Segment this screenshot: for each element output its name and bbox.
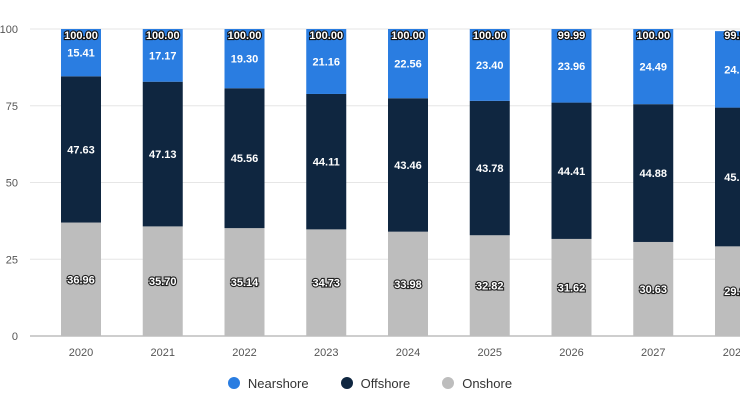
bar-nearshore-2023[interactable] [306,29,347,94]
bar-nearshore-2020[interactable] [61,29,101,77]
data-label-offshore: 45.2 [724,172,740,184]
data-label-total: 100.00 [64,30,98,42]
data-label-offshore: 44.11 [313,157,340,169]
data-label-total: 100.00 [309,30,343,42]
x-tick-label: 2026 [559,347,583,359]
data-label-offshore: 47.63 [67,144,95,156]
bar-offshore-2027[interactable] [633,104,674,242]
bar-offshore-2025[interactable] [469,100,510,236]
bar-offshore-2028[interactable] [715,107,740,247]
x-tick-label: 2021 [151,347,175,359]
data-labels: 36.96 47.63 15.41 100.00 35.70 47.13 17.17 100.… [63,29,740,299]
legend-dot-onshore [442,377,455,389]
data-label-nearshore: 15.41 [67,48,95,60]
data-label-onshore: 35.70 [149,276,177,288]
bar-onshore-2024[interactable] [388,231,428,336]
bar-onshore-2023[interactable] [306,229,347,336]
legend-item-nearshore[interactable]: Nearshore [227,375,309,391]
data-label-nearshore: 17.17 [149,50,177,62]
data-label-onshore: 32.82 [476,281,504,293]
data-label-onshore: 33.98 [394,279,422,291]
legend-dot-nearshore [227,377,240,389]
bar-offshore-2023[interactable] [306,93,347,230]
x-tick-label: 2024 [396,347,420,359]
data-label-onshore: 30.63 [639,284,667,296]
data-label-nearshore: 24.49 [639,62,667,74]
legend: Nearshore Offshore Onshore [0,372,740,394]
bar-offshore-2022[interactable] [224,88,265,229]
bar-onshore-2025[interactable] [469,235,510,336]
bar-nearshore-2028[interactable] [715,31,740,108]
data-label-total: 100.00 [146,30,180,42]
x-tick-label: 2027 [641,347,665,359]
bar-onshore-2022[interactable] [224,228,265,336]
x-tick-label: 2025 [478,347,502,359]
bar-nearshore-2027[interactable] [633,29,674,105]
y-tick-label: 50 [6,178,18,190]
data-label-nearshore: 19.30 [231,54,259,66]
bars [61,29,740,336]
bar-offshore-2021[interactable] [142,81,183,227]
legend-label-offshore: Offshore [360,375,411,391]
bar-nearshore-2026[interactable] [551,29,592,103]
bar-offshore-2020[interactable] [61,76,101,223]
data-label-onshore: 35.14 [231,277,259,289]
data-label-total: 100.00 [473,30,507,42]
y-tick-label: 100 [0,24,18,36]
x-axis: 2020 2021 2022 2023 2024 2025 2026 2027 2028 [69,347,740,359]
y-tick-label: 25 [6,254,18,266]
bar-onshore-2020[interactable] [61,222,101,336]
bar-nearshore-2025[interactable] [469,29,510,101]
legend-label-nearshore: Nearshore [247,375,309,391]
data-label-nearshore: 21.16 [312,56,340,68]
bar-onshore-2026[interactable] [551,238,592,336]
legend-dot-offshore [340,377,353,389]
bar-onshore-2027[interactable] [633,241,674,336]
data-label-total: 100.00 [391,30,425,42]
data-label-nearshore: 23.40 [476,60,504,72]
bar-nearshore-2022[interactable] [224,29,265,89]
data-label-nearshore: 23.96 [558,61,586,73]
x-tick-label: 2028 [723,347,740,359]
bar-offshore-2024[interactable] [388,98,428,232]
data-label-nearshore: 22.56 [394,59,422,71]
y-axis: 0 25 50 75 100 [0,24,18,343]
data-label-total: 100.00 [228,30,262,42]
data-label-offshore: 43.78 [476,163,504,175]
data-label-onshore: 34.73 [312,278,340,290]
x-tick-label: 2020 [69,347,93,359]
data-label-offshore: 44.41 [558,166,586,178]
y-tick-label: 0 [12,331,18,343]
data-label-total: 99.9 [724,30,740,42]
data-label-onshore: 29.2 [724,286,740,298]
data-label-offshore: 45.56 [231,153,259,165]
data-label-total: 100.00 [636,30,670,42]
legend-label-onshore: Onshore [462,375,513,391]
x-tick-label: 2023 [314,347,338,359]
x-tick-label: 2022 [232,347,256,359]
data-label-onshore: 36.96 [67,274,95,286]
legend-item-offshore[interactable]: Offshore [340,375,411,391]
legend-item-onshore[interactable]: Onshore [442,376,512,391]
bar-nearshore-2021[interactable] [142,29,183,82]
data-label-offshore: 47.13 [149,149,177,161]
bar-offshore-2026[interactable] [551,102,592,239]
data-label-offshore: 43.46 [394,160,422,172]
data-label-nearshore: 24.9 [724,64,740,76]
data-label-total: 99.99 [558,30,586,42]
bar-nearshore-2024[interactable] [388,29,428,99]
bar-onshore-2028[interactable] [715,246,740,336]
bar-onshore-2021[interactable] [142,226,183,336]
data-label-offshore: 44.88 [639,168,667,180]
y-tick-label: 75 [6,101,18,113]
data-label-onshore: 31.62 [558,282,586,294]
